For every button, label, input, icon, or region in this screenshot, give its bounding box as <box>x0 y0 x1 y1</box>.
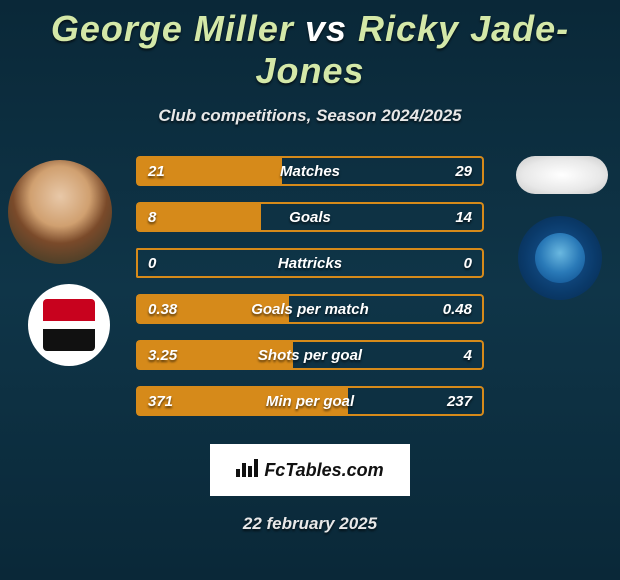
brand-text: FcTables.com <box>264 460 383 481</box>
player1-avatar <box>8 160 112 264</box>
stat-label: Min per goal <box>136 393 484 410</box>
stat-row: 0Hattricks0 <box>136 248 484 278</box>
stat-value-right: 0.48 <box>443 301 472 318</box>
stat-value-right: 237 <box>447 393 472 410</box>
stat-label: Shots per goal <box>136 347 484 364</box>
stat-label: Hattricks <box>136 255 484 272</box>
cheltenham-badge-icon <box>43 299 95 351</box>
stat-row: 0.38Goals per match0.48 <box>136 294 484 324</box>
brand-badge: FcTables.com <box>210 444 410 496</box>
stat-row: 371Min per goal237 <box>136 386 484 416</box>
stat-value-right: 14 <box>455 209 472 226</box>
vs-label: vs <box>305 8 347 49</box>
comparison-subtitle: Club competitions, Season 2024/2025 <box>0 106 620 126</box>
stat-row: 3.25Shots per goal4 <box>136 340 484 370</box>
stat-label: Matches <box>136 163 484 180</box>
player2-avatar <box>516 156 608 194</box>
stat-value-right: 4 <box>464 347 472 364</box>
footer-date: 22 february 2025 <box>0 514 620 534</box>
stat-row: 8Goals14 <box>136 202 484 232</box>
stat-row: 21Matches29 <box>136 156 484 186</box>
player2-club-badge <box>518 216 602 300</box>
stat-label: Goals <box>136 209 484 226</box>
stats-table: 21Matches29 8Goals14 0Hattricks0 0.38Goals … <box>136 156 484 432</box>
player2-name: Ricky Jade-Jones <box>255 8 569 91</box>
comparison-body: 21Matches29 8Goals14 0Hattricks0 0.38Goals … <box>0 156 620 426</box>
player1-name: George Miller <box>51 8 294 49</box>
stat-value-right: 0 <box>464 255 472 272</box>
stat-value-right: 29 <box>455 163 472 180</box>
comparison-title: George Miller vs Ricky Jade-Jones <box>0 0 620 92</box>
player1-club-badge <box>28 284 110 366</box>
peterborough-badge-icon <box>535 233 585 283</box>
stat-label: Goals per match <box>136 301 484 318</box>
chart-icon <box>236 457 258 483</box>
